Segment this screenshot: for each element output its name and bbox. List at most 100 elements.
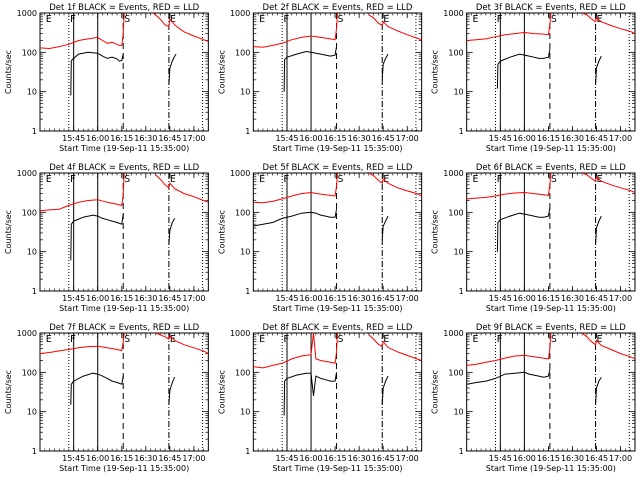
time-marker-label: E [597, 334, 603, 345]
x-tick-label: 17:00 [182, 134, 205, 143]
y-axis-label: Counts/sec [431, 50, 440, 94]
x-tick-label: 15:45 [489, 294, 512, 303]
y-tick-label: 1 [32, 127, 37, 136]
y-tick-label: 1 [459, 287, 464, 296]
series-line-events [168, 53, 177, 85]
x-tick-label: 16:45 [158, 294, 181, 303]
detector-chart-9: Det 9f BLACK = Events, RED = LLD 1 10 100 10… [431, 323, 636, 473]
x-tick-label: 16:15 [324, 134, 347, 143]
series-line-lld [253, 173, 338, 204]
time-marker-label: S [338, 174, 344, 185]
time-marker-label: E [46, 334, 52, 345]
x-tick-label: 16:15 [537, 294, 560, 303]
plot-frame [252, 332, 423, 452]
series-line-events [466, 369, 551, 385]
time-marker-label: S [551, 174, 557, 185]
y-tick-label: 10 [453, 408, 463, 417]
series-line-events [595, 376, 602, 405]
y-tick-label: 100 [448, 368, 463, 377]
series-line-lld [253, 333, 338, 369]
x-axis-label: Start Time (19-Sep-11 15:35:00) [59, 304, 189, 313]
time-marker-label: F [497, 174, 503, 185]
y-tick-label: 1000 [230, 9, 250, 18]
x-tick-label: 16:30 [134, 454, 157, 463]
time-marker-label: E [170, 334, 176, 345]
x-axis-label: Start Time (19-Sep-11 15:35:00) [486, 144, 616, 153]
detector-chart-1: Det 1f BLACK = Events, RED = LLD 1 10 100 10… [4, 3, 209, 153]
series-line-lld [40, 333, 125, 355]
series-line-events [70, 214, 124, 261]
chart-title: Det 8f BLACK = Events, RED = LLD [263, 323, 413, 333]
series-line-events [595, 215, 602, 245]
x-tick-label: 16:45 [372, 134, 395, 143]
series-line-lld [40, 13, 125, 50]
series-line-lld [466, 173, 552, 200]
y-tick-label: 100 [235, 208, 250, 217]
time-marker-label: F [497, 334, 503, 345]
y-tick-label: 1 [245, 447, 250, 456]
x-tick-label: 16:15 [324, 294, 347, 303]
x-axis-label: Start Time (19-Sep-11 15:35:00) [272, 144, 402, 153]
x-tick-label: 16:00 [513, 294, 536, 303]
series-line-events [283, 46, 337, 92]
x-axis-label: Start Time (19-Sep-11 15:35:00) [486, 464, 616, 473]
y-tick-label: 10 [240, 408, 250, 417]
y-tick-label: 10 [240, 88, 250, 97]
plot-frame [252, 172, 423, 292]
y-tick-label: 100 [22, 368, 37, 377]
x-tick-label: 17:00 [609, 134, 632, 143]
x-axis-label: Start Time (19-Sep-11 15:35:00) [59, 144, 189, 153]
time-marker-label: F [283, 14, 289, 25]
x-tick-label: 16:00 [513, 134, 536, 143]
x-tick-label: 16:15 [110, 454, 133, 463]
y-tick-label: 1000 [443, 169, 463, 178]
detector-chart-7: Det 7f BLACK = Events, RED = LLD 1 10 100 10… [4, 323, 209, 473]
time-marker-label: S [124, 174, 130, 185]
x-tick-label: 16:45 [585, 294, 608, 303]
y-axis-label: Counts/sec [4, 370, 13, 414]
x-tick-label: 15:45 [489, 454, 512, 463]
series-line-lld [152, 13, 209, 42]
time-marker-label: E [472, 174, 478, 185]
x-tick-label: 17:00 [182, 454, 205, 463]
x-tick-label: 16:15 [110, 294, 133, 303]
detector-chart-2: Det 2f BLACK = Events, RED = LLD 1 10 100 10… [217, 3, 423, 153]
x-axis-label: Start Time (19-Sep-11 15:35:00) [272, 464, 402, 473]
x-tick-label: 16:30 [134, 294, 157, 303]
series-line-events [253, 209, 337, 227]
y-tick-label: 100 [235, 48, 250, 57]
x-tick-label: 16:30 [561, 294, 584, 303]
detector-chart-6: Det 6f BLACK = Events, RED = LLD 1 10 100 10… [431, 163, 636, 313]
y-axis-label: Counts/sec [4, 50, 13, 94]
y-tick-label: 100 [235, 368, 250, 377]
time-marker-label: E [383, 334, 389, 345]
x-tick-label: 16:30 [348, 294, 371, 303]
x-tick-label: 15:45 [62, 294, 85, 303]
x-tick-label: 17:00 [182, 294, 205, 303]
series-line-events [381, 215, 389, 240]
x-tick-label: 17:00 [396, 454, 419, 463]
series-line-lld [253, 13, 338, 48]
x-tick-label: 16:45 [158, 454, 181, 463]
y-tick-label: 1000 [17, 169, 37, 178]
x-tick-label: 17:00 [609, 454, 632, 463]
series-line-lld [581, 333, 635, 360]
plot-frame [466, 332, 636, 452]
y-axis-label: Counts/sec [431, 210, 440, 254]
x-tick-label: 16:00 [86, 134, 109, 143]
time-marker-label: E [170, 14, 176, 25]
x-tick-label: 16:00 [300, 454, 323, 463]
x-axis-label: Start Time (19-Sep-11 15:35:00) [272, 304, 402, 313]
series-line-events [496, 49, 551, 89]
plot-frame [39, 332, 209, 452]
y-tick-label: 10 [453, 88, 463, 97]
series-line-lld [368, 334, 422, 361]
y-axis-label: Counts/sec [431, 370, 440, 414]
x-tick-label: 16:00 [513, 454, 536, 463]
time-marker-label: S [551, 334, 557, 345]
x-tick-label: 16:00 [86, 294, 109, 303]
x-tick-label: 17:00 [396, 134, 419, 143]
time-marker-label: E [259, 14, 265, 25]
